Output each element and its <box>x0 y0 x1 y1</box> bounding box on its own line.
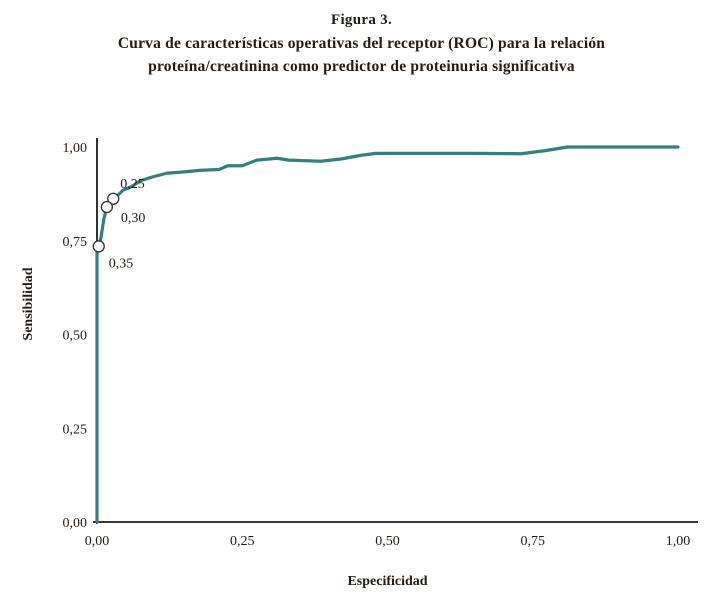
x-tick-label: 1,00 <box>666 534 691 549</box>
figure-caption: Figura 3. Curva de características opera… <box>0 0 723 78</box>
threshold-marker <box>100 200 114 214</box>
x-tick-label: 0,00 <box>85 534 110 549</box>
x-tick-label: 0,50 <box>375 534 400 549</box>
x-tick-label: 0,75 <box>521 534 546 549</box>
y-tick-label: 0,00 <box>63 516 88 531</box>
threshold-marker <box>92 240 105 253</box>
figure-title-line-2: proteína/creatinina como predictor de pr… <box>148 58 575 75</box>
y-tick-label: 0,75 <box>63 235 88 250</box>
x-axis-label: Especificidad <box>347 574 428 589</box>
y-tick-label: 0,50 <box>63 329 88 344</box>
figure-title-line-1: Curva de características operativas del … <box>117 35 606 52</box>
figure-number: Figura 3. <box>330 12 393 28</box>
y-axis-label: Sensibilidad <box>21 267 36 341</box>
x-tick-label: 0,25 <box>230 534 255 549</box>
y-tick-label: 0,25 <box>63 422 88 437</box>
roc-curve <box>95 145 680 524</box>
threshold-label: 0,30 <box>121 211 146 226</box>
threshold-marker <box>107 192 120 205</box>
threshold-label: 0,25 <box>120 177 145 192</box>
threshold-label: 0,35 <box>109 256 134 271</box>
y-tick-label: 1,00 <box>63 141 88 156</box>
